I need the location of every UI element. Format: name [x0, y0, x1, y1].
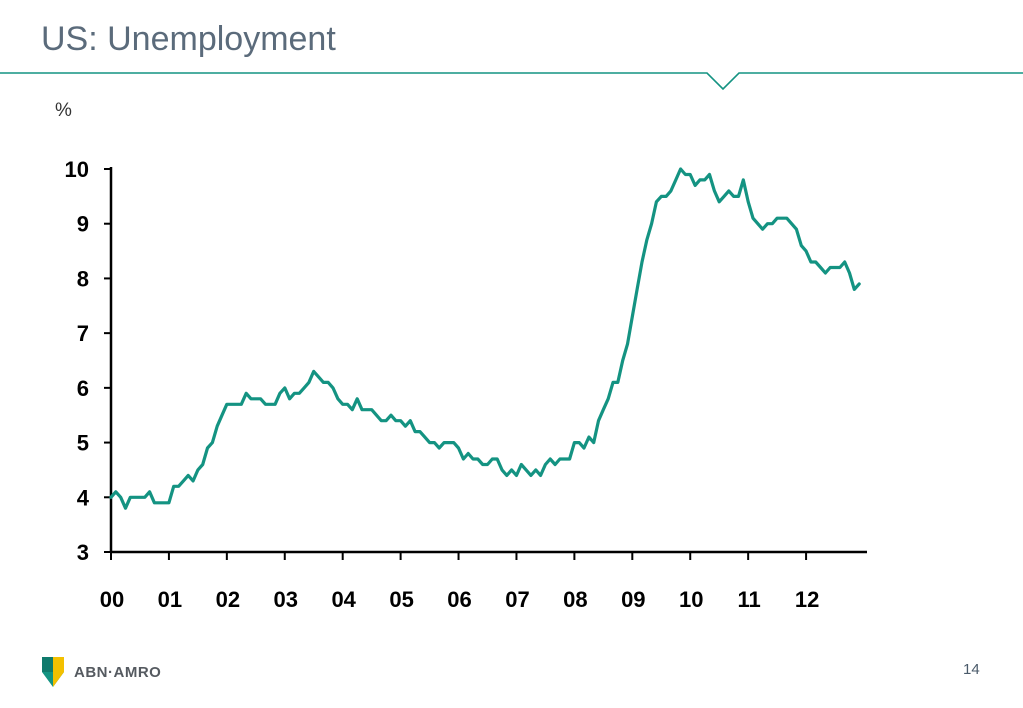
y-tick-label: 5 [77, 431, 89, 456]
slide-title: US: Unemployment [41, 20, 336, 58]
logo-wordmark: ABN·AMRO [74, 663, 162, 681]
abn-amro-logo: ABN·AMRO [42, 657, 161, 687]
x-tick-label: 09 [621, 587, 645, 612]
x-tick-label: 10 [679, 587, 703, 612]
x-tick-label: 11 [738, 587, 761, 612]
y-axis-unit-label: % [55, 100, 72, 121]
x-tick-label: 08 [563, 587, 587, 612]
x-tick-label: 03 [274, 587, 298, 612]
y-tick-label: 10 [65, 157, 89, 182]
x-tick-label: 00 [100, 587, 124, 612]
abn-amro-shield-icon [42, 657, 64, 687]
unemployment-rate-line [109, 167, 861, 510]
x-tick-label: 04 [331, 587, 356, 612]
x-tick-label: 06 [447, 587, 471, 612]
x-tick-label: 07 [505, 587, 529, 612]
x-tick-label: 05 [389, 587, 413, 612]
y-tick-label: 7 [77, 321, 89, 346]
y-tick-label: 6 [77, 376, 89, 401]
y-tick-label: 4 [77, 485, 90, 510]
x-tick-label: 02 [216, 587, 240, 612]
y-tick-label: 8 [77, 266, 89, 291]
page-number: 14 [963, 661, 980, 678]
y-tick-label: 3 [77, 540, 89, 565]
y-tick-label: 9 [77, 212, 89, 237]
header-divider [0, 72, 1023, 91]
x-tick-label: 12 [795, 587, 819, 612]
x-tick-label: 01 [158, 587, 182, 612]
